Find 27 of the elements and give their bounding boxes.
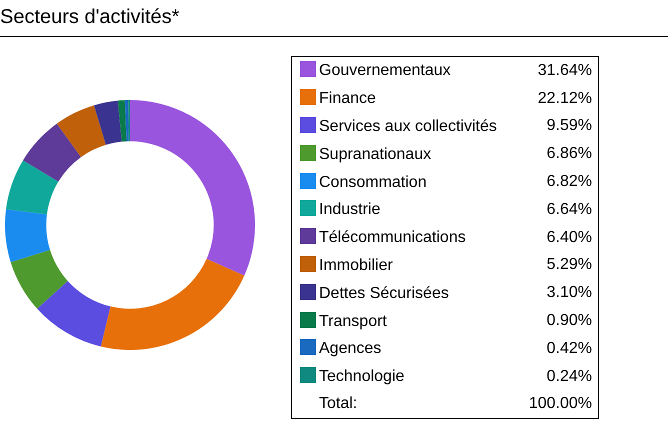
chart-title: Secteurs d'activités* bbox=[0, 6, 180, 29]
text: Total: bbox=[318, 394, 358, 414]
data-label: 6.40% bbox=[546, 228, 593, 248]
legend-label: Dettes Sécurisées bbox=[318, 284, 450, 304]
legend-label: Transport bbox=[318, 312, 388, 332]
legend-label: Agences bbox=[318, 339, 382, 360]
data-label: 22.12% bbox=[536, 88, 593, 109]
legend-label: Gouvernementaux bbox=[318, 61, 452, 82]
legend-label: Services aux collectivités bbox=[318, 116, 498, 137]
text: 100.00% bbox=[528, 394, 593, 414]
data-label: 0.42% bbox=[546, 338, 593, 359]
data-label: 6.82% bbox=[546, 172, 593, 192]
data-label: 0.90% bbox=[546, 311, 593, 332]
legend-label: Supranationaux bbox=[318, 144, 432, 165]
legend-label: Consommation bbox=[318, 172, 428, 193]
data-label: 3.10% bbox=[546, 283, 593, 304]
data-label: 6.86% bbox=[546, 144, 593, 164]
data-label: 5.29% bbox=[546, 255, 593, 276]
legend-label: Industrie bbox=[318, 200, 382, 220]
legend-label: Télécommunications bbox=[318, 228, 467, 248]
data-label: 0.24% bbox=[546, 366, 593, 387]
legend-label: Finance bbox=[318, 89, 377, 110]
legend-label: Technologie bbox=[318, 367, 406, 388]
data-label: 6.64% bbox=[546, 200, 593, 220]
data-label: 9.59% bbox=[546, 116, 593, 136]
legend-label: Immobilier bbox=[318, 256, 394, 276]
data-label: 31.64% bbox=[536, 60, 593, 81]
